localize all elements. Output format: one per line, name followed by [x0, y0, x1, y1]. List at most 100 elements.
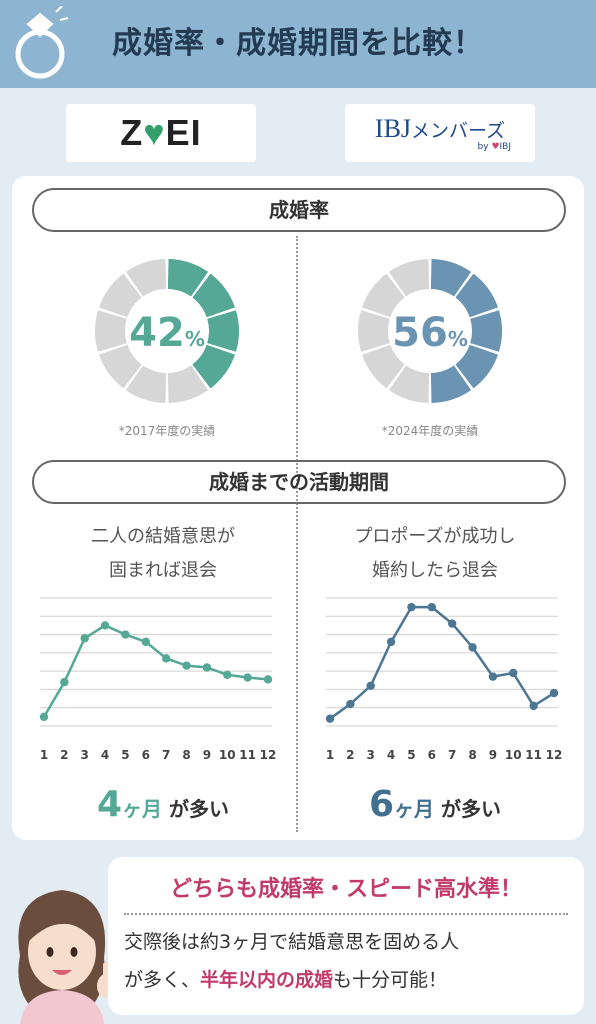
ibj-logo: IBJメンバーズ by ♥IBJ	[345, 104, 535, 162]
line-zwei-point-9	[202, 663, 212, 672]
subtitle-ibj-line2: 婚約したら退会	[372, 560, 498, 581]
line-zwei-tick-label-2: 2	[60, 748, 68, 762]
donut-zwei-segment-2	[192, 273, 235, 318]
header-banner: 成婚率・成婚期間を比較！	[0, 0, 596, 88]
zwei-logo-text-2: EI	[165, 112, 202, 153]
summary-body: 交際後は約3ヶ月で結婚意思を固める人 が多く、半年以内の成婚も十分可能！	[124, 923, 574, 999]
line-ibj-tick-label-10: 10	[505, 748, 522, 762]
line-zwei-point-3	[80, 634, 89, 643]
line-ibj-point-12	[549, 688, 559, 698]
summary-line2-c: も十分可能！	[333, 969, 448, 991]
advisor-avatar	[18, 890, 115, 1024]
donut-ibj-segment-10	[388, 259, 430, 297]
line-zwei-point-11	[243, 673, 252, 682]
line-zwei-tick-label-7: 7	[162, 748, 170, 762]
donut-ibj-segment-2	[455, 273, 498, 318]
donut-ibj-segment-9	[362, 273, 405, 318]
donut-chart-ibj	[358, 259, 502, 403]
donut-ibj-segment-1	[430, 259, 472, 297]
line-zwei-point-1	[39, 712, 49, 722]
line-zwei-point-12	[263, 675, 273, 684]
line-ibj-point-3	[366, 681, 375, 690]
donut-zwei-segment-10	[125, 259, 167, 297]
line-zwei-tick-label-10: 10	[219, 748, 236, 762]
donut-zwei-segment-8	[95, 310, 127, 352]
donut-chart-zwei	[95, 259, 239, 403]
line-zwei-point-4	[100, 621, 110, 630]
line-zwei-point-7	[161, 654, 171, 663]
line-zwei-tick-label-3: 3	[81, 748, 89, 762]
summary-divider	[124, 913, 568, 915]
zwei-logo-text: Z	[120, 112, 144, 153]
line-ibj-tick-label-6: 6	[428, 748, 436, 762]
donut-zwei-segment-6	[125, 365, 167, 403]
heart-icon: ♥	[143, 112, 166, 153]
line-zwei-point-5	[121, 630, 130, 639]
column-divider	[296, 236, 298, 832]
summary-headline: どちらも成婚率・スピード高水準！	[169, 877, 522, 902]
line-ibj-point-9	[488, 672, 498, 681]
donut-zwei-segment-9	[99, 273, 142, 318]
line-ibj-point-10	[509, 668, 518, 678]
rate-percent-ibj: 56%	[392, 310, 468, 356]
line-ibj-tick-label-1: 1	[326, 748, 334, 762]
note-zwei: *2017年度の実績	[118, 424, 216, 438]
subtitle-zwei-line2: 固まれば退会	[109, 560, 217, 581]
line-zwei-tick-label-6: 6	[142, 748, 150, 762]
result-ibj-suffix: が多い	[441, 797, 502, 821]
line-ibj-tick-label-12: 12	[546, 748, 562, 762]
line-zwei-tick-label-9: 9	[203, 748, 211, 762]
summary-box: どちらも成婚率・スピード高水準！ 交際後は約3ヶ月で結婚意思を固める人 が多く、…	[108, 857, 584, 1015]
result-zwei: 4ヶ月 が多い	[38, 784, 288, 825]
line-ibj-series-line	[329, 605, 555, 720]
donut-ibj-segment-5	[430, 365, 472, 403]
subtitle-zwei-line1: 二人の結婚意思が	[91, 526, 235, 547]
line-ibj-point-4	[386, 637, 396, 647]
line-ibj-tick-label-9: 9	[489, 748, 497, 762]
donut-zwei-segment-1	[167, 259, 209, 297]
donut-ibj-segment-8	[358, 310, 390, 352]
line-zwei-point-2	[60, 677, 69, 687]
line-zwei-point-6	[141, 637, 151, 647]
line-chart-zwei: 1 2 3 4 5 6 7 8 9 10 11 12	[39, 597, 276, 762]
result-ibj-unit: ヶ月	[394, 797, 435, 821]
line-ibj-tick-label-4: 4	[387, 748, 395, 762]
line-zwei-tick-label-5: 5	[121, 748, 129, 762]
line-ibj-tick-label-8: 8	[468, 748, 476, 762]
summary-line2: が多く、半年以内の成婚も十分可能！	[124, 961, 574, 999]
donut-ibj-segment-6	[388, 365, 430, 403]
donut-ibj-segment-4	[455, 344, 498, 389]
line-zwei-tick-label-1: 1	[40, 748, 48, 762]
donut-zwei-segment-4	[192, 344, 235, 389]
donut-ibj-segment-7	[362, 344, 405, 389]
line-ibj-point-1	[325, 714, 335, 723]
donut-zwei-segment-3	[207, 310, 239, 352]
summary-highlight: 半年以内の成婚	[200, 969, 334, 991]
page-title: 成婚率・成婚期間を比較！	[112, 26, 484, 61]
line-ibj-tick-label-2: 2	[346, 748, 354, 762]
line-zwei-point-8	[182, 661, 191, 670]
diamond-ring-icon	[15, 6, 69, 79]
donut-ibj-segment-3	[470, 310, 502, 352]
note-ibj: *2024年度の実績	[381, 424, 479, 438]
line-chart-ibj: 1 2 3 4 5 6 7 8 9 10 11 12	[325, 597, 562, 762]
heart-icon: ♥	[491, 142, 500, 152]
section-title-period: 成婚までの活動期間	[32, 460, 566, 504]
ibj-sub-by: by	[477, 142, 489, 152]
line-ibj-point-2	[346, 699, 355, 709]
ibj-logo-text: IBJ	[374, 114, 412, 143]
donut-zwei-segment-5	[167, 365, 209, 403]
line-ibj-tick-label-3: 3	[367, 748, 375, 762]
line-zwei-tick-label-11: 11	[239, 748, 256, 762]
line-ibj-tick-label-7: 7	[448, 748, 456, 762]
line-ibj-tick-label-5: 5	[407, 748, 415, 762]
result-zwei-suffix: が多い	[169, 797, 230, 821]
subtitle-ibj: プロポーズが成功し 婚約したら退会	[310, 520, 560, 588]
subtitle-ibj-line1: プロポーズが成功し	[354, 526, 516, 547]
line-zwei-point-10	[223, 670, 232, 679]
line-zwei-tick-label-8: 8	[182, 748, 190, 762]
line-ibj-point-7	[447, 619, 457, 628]
result-zwei-unit: ヶ月	[122, 797, 163, 821]
line-zwei-tick-label-4: 4	[101, 748, 109, 762]
summary-line1: 交際後は約3ヶ月で結婚意思を固める人	[124, 931, 460, 953]
